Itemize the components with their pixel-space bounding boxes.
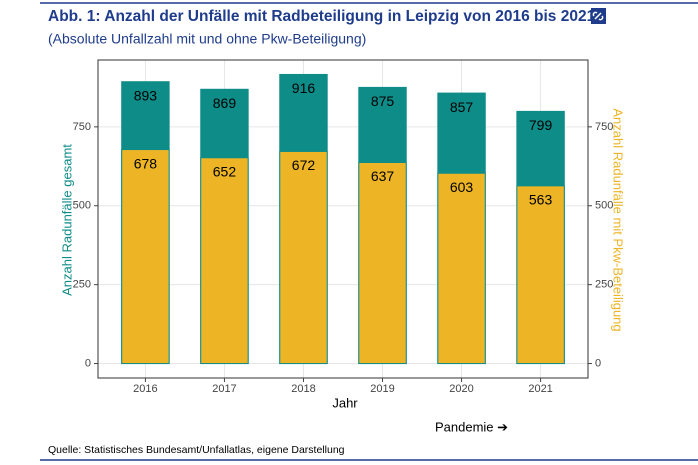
bar <box>358 162 407 365</box>
value-label: 563 <box>529 192 553 208</box>
plot-background <box>98 60 588 378</box>
y2-tick-label: 750 <box>595 121 613 133</box>
plot-border <box>97 59 589 379</box>
bar <box>121 149 170 365</box>
y2-tick-label: 250 <box>595 279 613 291</box>
value-label: 637 <box>371 168 395 184</box>
value-label: 875 <box>371 93 395 109</box>
chart-title: Abb. 1: Anzahl der Unfälle mit Radbeteil… <box>48 8 596 25</box>
bar <box>200 157 249 365</box>
bar <box>279 150 328 365</box>
plot: 0 250 500 750 0 250 500 750 893 869 916 875 857 799 67… <box>73 59 613 395</box>
y-tick-label: 250 <box>73 279 91 291</box>
x-tick-label: 2019 <box>370 383 394 395</box>
source: Quelle: Statistisches Bundesamt/Unfallat… <box>48 444 345 456</box>
value-label: 678 <box>134 155 158 171</box>
value-label: 799 <box>529 117 553 133</box>
y-tick-label: 0 <box>85 357 91 369</box>
y2-tick-label: 0 <box>595 357 601 369</box>
value-label: 893 <box>134 87 158 103</box>
value-label: 672 <box>292 157 316 173</box>
value-label: 857 <box>450 99 474 115</box>
chart-subtitle: (Absolute Unfallzahl mit und ohne Pkw-Be… <box>48 31 366 47</box>
value-label: 916 <box>292 80 316 96</box>
x-tick-label: 2016 <box>133 383 157 395</box>
y-axis-title: Anzahl Radunfälle gesamt <box>59 144 74 296</box>
y2-axis-title: Anzahl Radunfälle mit Pkw-Beteiligung <box>611 108 626 331</box>
x-tick-label: 2018 <box>291 383 315 395</box>
x-tick-label: 2017 <box>212 383 236 395</box>
value-label: 603 <box>450 179 474 195</box>
y-tick-label: 750 <box>73 121 91 133</box>
y2-tick-label: 500 <box>595 200 613 212</box>
value-label: 869 <box>213 95 237 111</box>
x-tick-label: 2020 <box>449 383 473 395</box>
link-icon-glyph <box>592 11 604 21</box>
x-axis-title: Jahr <box>332 395 358 410</box>
y-tick-label: 500 <box>73 200 91 212</box>
x-tick-label: 2021 <box>528 383 552 395</box>
bar <box>516 185 565 365</box>
value-label: 652 <box>213 163 237 179</box>
bar <box>437 172 486 365</box>
annotation: Pandemie ➔ <box>435 419 508 434</box>
